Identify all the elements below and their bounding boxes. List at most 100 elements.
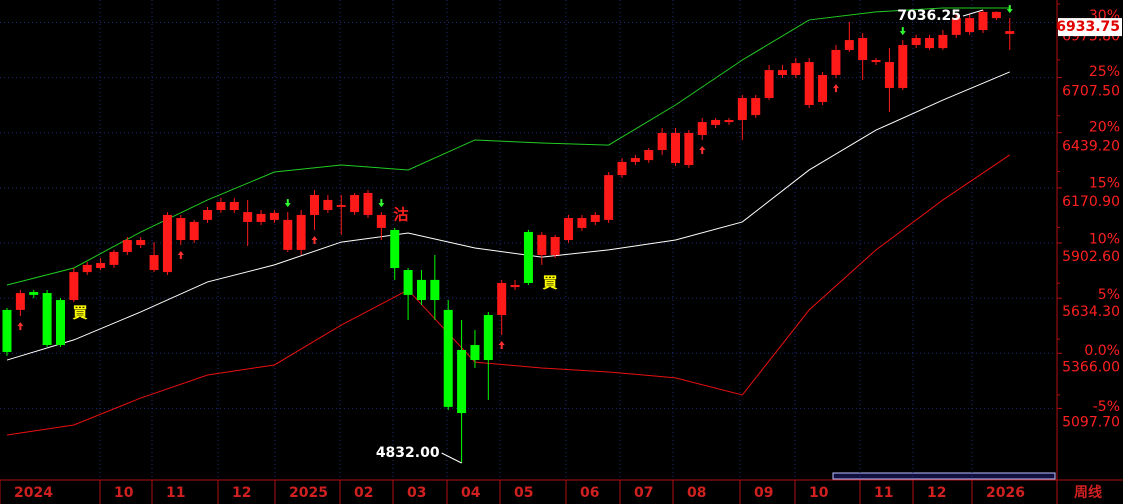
band-line: [6, 71, 1010, 361]
x-tick-label: 12: [927, 485, 946, 501]
candle-body: [523, 232, 533, 283]
sell-arrow: [899, 27, 906, 36]
scrollbar[interactable]: [832, 472, 1056, 480]
buy-arrow: [498, 340, 505, 349]
y-tick-label: 6170.90: [1062, 194, 1120, 210]
candle-body: [564, 218, 574, 241]
candle-body: [42, 293, 52, 346]
candle-body: [149, 255, 159, 271]
candle-body: [858, 38, 868, 61]
candle-body: [604, 175, 614, 220]
x-tick-label: 02: [354, 485, 373, 501]
candle-body: [1005, 31, 1015, 34]
candle-body: [470, 345, 480, 361]
x-tick-label: 04: [461, 485, 481, 501]
y2-tick-label: 15%: [1089, 176, 1120, 192]
candle-body: [497, 282, 507, 316]
candle-body: [243, 212, 253, 222]
candle-body: [844, 40, 854, 50]
y2-tick-label: 0.0%: [1084, 343, 1120, 359]
y-tick-label: 5902.60: [1062, 249, 1120, 265]
candle-body: [296, 214, 306, 250]
candle-body: [965, 18, 975, 33]
candle-body: [577, 218, 587, 228]
candle-body: [350, 195, 360, 213]
candle-body: [644, 150, 654, 161]
candle-body: [483, 315, 493, 361]
y-tick-label: 6439.20: [1062, 139, 1120, 155]
sell-arrow: [378, 199, 385, 208]
candle-body: [416, 279, 426, 301]
signal-label: 買: [542, 274, 557, 292]
y-tick-label: 6707.50: [1062, 84, 1120, 100]
x-tick-label: 09: [754, 485, 773, 501]
buy-arrow: [177, 250, 184, 259]
candle-body: [884, 62, 894, 88]
candle-body: [737, 98, 747, 121]
candle-body: [376, 214, 386, 228]
candle-body: [256, 213, 266, 222]
x-tick-label: 2024: [14, 485, 53, 501]
period-label[interactable]: 周线: [1074, 484, 1102, 501]
candle-body: [724, 120, 734, 123]
candle-body: [122, 240, 132, 252]
x-tick-label: 06: [580, 485, 599, 501]
last-price-label: 6933.75: [1056, 19, 1120, 35]
candle-body: [229, 202, 239, 211]
candle-body: [764, 70, 774, 99]
candle-body: [537, 234, 547, 256]
y2-tick-label: 20%: [1089, 120, 1120, 136]
x-tick-label: 07: [634, 485, 653, 501]
annotation-label: 4832.00: [376, 445, 440, 461]
candle-body: [390, 229, 400, 268]
band-line: [6, 7, 1010, 286]
candle-body: [550, 236, 560, 256]
y2-tick-label: -5%: [1093, 399, 1120, 415]
candle-body: [457, 349, 467, 414]
candle-body: [82, 264, 92, 273]
x-tick-label: 10: [809, 485, 829, 501]
candle-body: [430, 279, 440, 301]
candle-body: [176, 218, 186, 241]
candle-body: [323, 199, 333, 211]
y-tick-label: 5097.70: [1062, 414, 1120, 430]
y2-tick-label: 25%: [1089, 64, 1120, 80]
candle-body: [590, 214, 600, 222]
candle-body: [2, 309, 12, 353]
buy-arrow: [17, 322, 24, 331]
candle-body: [804, 62, 814, 106]
x-tick-label: 2025: [289, 485, 328, 501]
y-tick-label: 5634.30: [1062, 304, 1120, 320]
candle-body: [818, 75, 828, 102]
x-tick-label: 11: [874, 485, 893, 501]
candle-body: [617, 161, 627, 176]
signal-label: 沽: [393, 206, 408, 224]
candle-body: [671, 132, 680, 163]
candle-body: [777, 70, 787, 76]
candle-body: [951, 18, 961, 35]
x-tick-label: 03: [407, 485, 426, 501]
annotation-label: 7036.25: [897, 8, 961, 24]
candle-body: [96, 263, 106, 268]
annotation-leader: [962, 9, 984, 17]
candle-body: [938, 34, 948, 49]
y2-tick-label: 5%: [1098, 287, 1120, 303]
candle-body: [403, 270, 413, 295]
candle-body: [15, 293, 25, 310]
candle-body: [657, 132, 667, 151]
candle-body: [510, 285, 520, 288]
candle-body: [831, 49, 841, 76]
candle-body: [898, 45, 908, 88]
candle-body: [911, 38, 921, 46]
band-line: [6, 154, 1011, 436]
candle-body: [269, 212, 279, 220]
signal-label: 買: [72, 304, 87, 322]
x-tick-label: 10: [114, 485, 134, 501]
candle-body: [283, 219, 293, 250]
candle-body: [69, 272, 79, 301]
candle-body: [203, 210, 213, 220]
x-tick-label: 11: [166, 485, 185, 501]
last-price-box: [1058, 18, 1122, 37]
